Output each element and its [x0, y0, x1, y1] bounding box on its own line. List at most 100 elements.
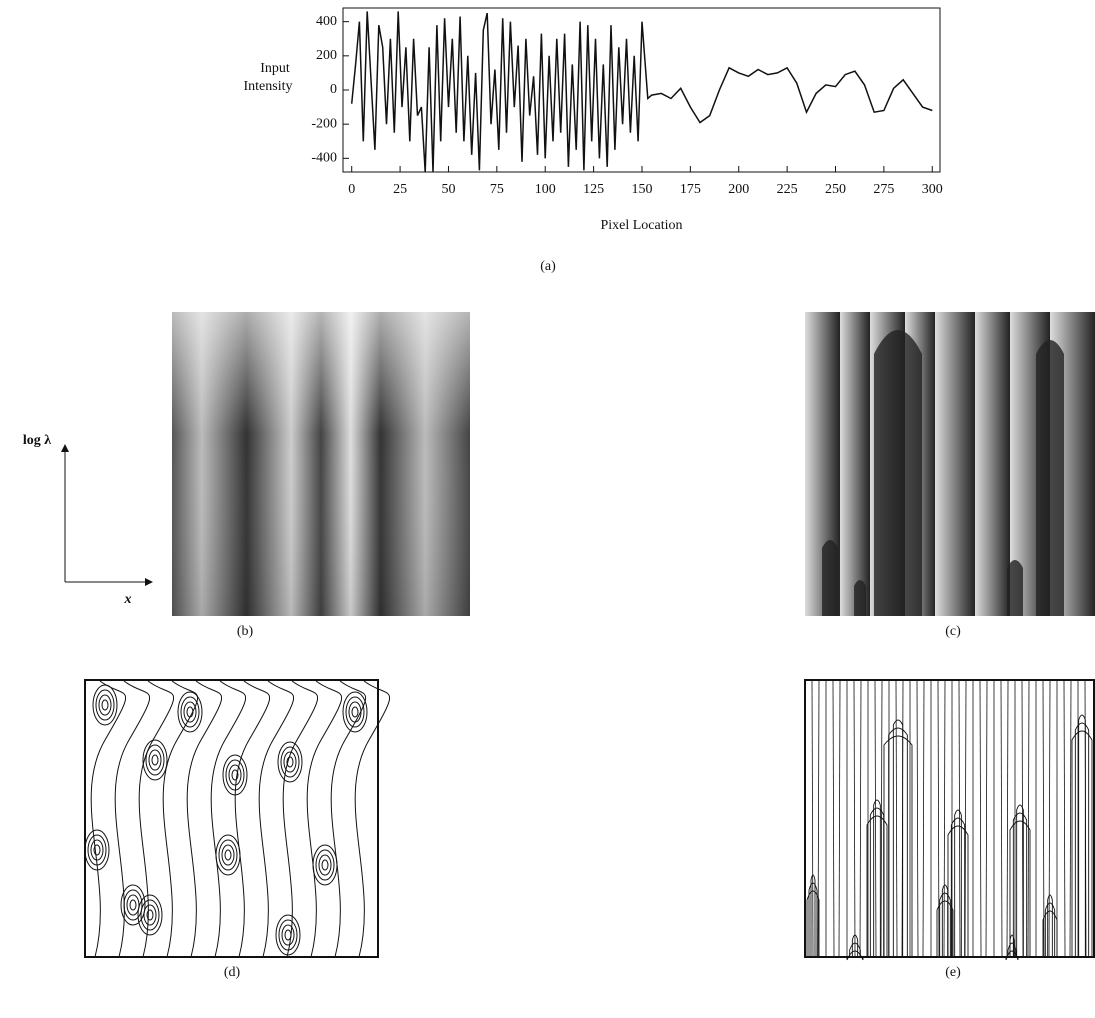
fork [854, 580, 866, 616]
arch [1009, 934, 1015, 956]
arch [1012, 812, 1028, 956]
x-tick-label: 50 [441, 182, 455, 197]
x-tick-label: 250 [825, 182, 846, 197]
contour [1006, 680, 1009, 957]
contour [859, 680, 862, 957]
y-tick-label: 0 [330, 82, 337, 97]
contour [1027, 680, 1030, 957]
arch [941, 884, 949, 956]
x-tick-label: 150 [631, 182, 652, 197]
image-c [805, 312, 1095, 616]
contour [838, 680, 841, 957]
contour [129, 899, 137, 911]
image-e [804, 679, 1095, 961]
axis-label: log λ [23, 433, 51, 448]
x-tick-label: 200 [728, 182, 749, 197]
x-tick-label: 300 [922, 182, 943, 197]
contour [330, 680, 367, 958]
contour [120, 884, 146, 926]
contour [210, 680, 247, 958]
contour [126, 894, 140, 916]
y-tick-label: 200 [316, 48, 337, 63]
image-d [84, 679, 391, 958]
arch [849, 942, 861, 956]
x-axis-label: Pixel Location [600, 218, 682, 233]
arch [1016, 804, 1024, 956]
y-tick-label: -200 [311, 116, 337, 131]
contour [1063, 680, 1066, 957]
contour [874, 680, 877, 957]
contour [1069, 680, 1072, 957]
contour [895, 680, 898, 957]
arch [810, 874, 816, 956]
contour [183, 701, 197, 723]
contour [817, 680, 820, 957]
contour [92, 684, 118, 726]
contour [231, 769, 239, 781]
panel-label: (b) [237, 624, 254, 639]
contour [283, 751, 297, 773]
contour [151, 754, 159, 766]
contour [1021, 680, 1024, 957]
contour [95, 689, 115, 721]
contour [880, 680, 883, 957]
arch [950, 817, 966, 956]
contour [224, 849, 232, 861]
arch [866, 815, 888, 956]
x-tick-label: 0 [348, 182, 355, 197]
contour [979, 680, 982, 957]
contour [98, 694, 112, 716]
arch [1078, 714, 1086, 956]
contour [221, 844, 235, 866]
contour [148, 749, 162, 771]
contour [145, 744, 165, 776]
arch [806, 890, 820, 956]
x-tick-label: 100 [535, 182, 556, 197]
stripe [840, 312, 870, 616]
contour [321, 859, 329, 871]
contour [186, 680, 223, 958]
panel-label: (e) [945, 965, 961, 980]
y-tick-label: 400 [316, 14, 337, 29]
contour [1042, 680, 1045, 957]
contour [342, 691, 368, 733]
x-tick-label: 25 [393, 182, 407, 197]
contour [180, 696, 200, 728]
arch [1071, 730, 1093, 956]
panel-label: (d) [224, 965, 241, 980]
contour [258, 680, 295, 958]
arch [1007, 942, 1017, 956]
contour [138, 680, 175, 958]
x-tick-label: 125 [583, 182, 604, 197]
contour [853, 680, 856, 957]
arch [888, 727, 908, 956]
contour [922, 680, 925, 957]
y-axis-label: Input [260, 61, 290, 76]
arch [1009, 820, 1031, 956]
arch [892, 719, 904, 956]
arch [1005, 950, 1019, 961]
contour [937, 680, 940, 957]
contour [345, 696, 365, 728]
arch [1047, 894, 1053, 956]
contour [281, 924, 295, 946]
contour [318, 854, 332, 876]
contour [278, 919, 298, 951]
contour [1000, 680, 1003, 957]
contour [811, 680, 814, 957]
contour [177, 691, 203, 733]
contour [985, 680, 988, 957]
contour [93, 844, 101, 856]
contour [228, 764, 242, 786]
contour [351, 706, 359, 718]
contour [943, 680, 946, 957]
y-axis-label: Intensity [244, 79, 293, 94]
contour [234, 680, 271, 958]
arch [846, 950, 864, 961]
panel-label: (a) [540, 259, 556, 274]
axis-label: x [124, 592, 132, 607]
contour [832, 680, 835, 957]
image-b-shade [172, 312, 470, 616]
arch [939, 892, 951, 956]
arch [808, 882, 818, 956]
